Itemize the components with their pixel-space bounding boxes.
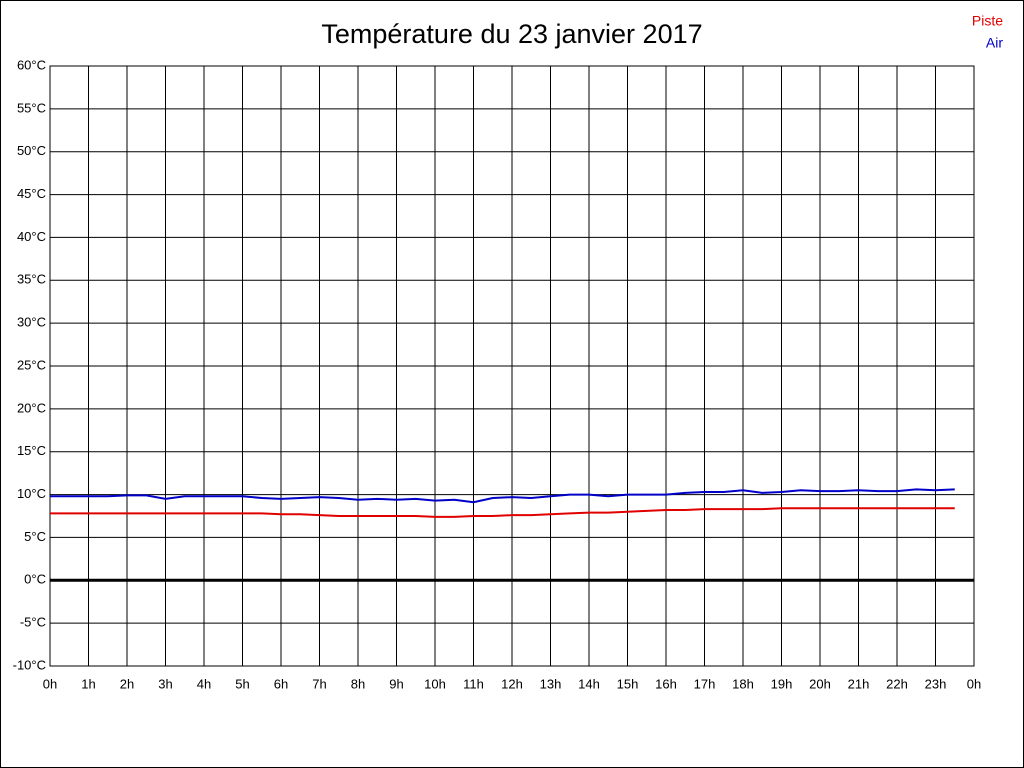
x-tick-label: 5h bbox=[235, 676, 249, 691]
x-tick-label: 11h bbox=[463, 676, 484, 691]
y-tick-label: 55°C bbox=[17, 100, 46, 115]
y-tick-label: -5°C bbox=[20, 615, 46, 630]
y-tick-label: 30°C bbox=[17, 315, 46, 330]
x-tick-label: 9h bbox=[389, 676, 403, 691]
legend-entry: Piste bbox=[972, 13, 1003, 29]
line-series bbox=[50, 507, 955, 518]
x-tick-label: 12h bbox=[501, 676, 523, 691]
x-tick-label: 13h bbox=[540, 676, 562, 691]
x-tick-label: 18h bbox=[732, 676, 754, 691]
x-tick-label: 2h bbox=[120, 676, 134, 691]
chart-title: Température du 23 janvier 2017 bbox=[321, 19, 702, 49]
legend-entry: Air bbox=[986, 35, 1003, 51]
y-tick-label: 20°C bbox=[17, 400, 46, 415]
y-tick-label: 15°C bbox=[17, 443, 46, 458]
y-tick-label: 60°C bbox=[17, 57, 46, 72]
x-tick-label: 21h bbox=[848, 676, 870, 691]
y-tick-label: 45°C bbox=[17, 186, 46, 201]
x-tick-label: 1h bbox=[81, 676, 95, 691]
plot-border bbox=[49, 65, 975, 667]
x-tick-label: 4h bbox=[197, 676, 211, 691]
x-tick-label: 17h bbox=[694, 676, 716, 691]
x-tick-label: 6h bbox=[274, 676, 288, 691]
x-tick-label: 15h bbox=[617, 676, 639, 691]
y-tick-label: 0°C bbox=[24, 572, 46, 587]
x-tick-label: 7h bbox=[312, 676, 326, 691]
x-tick-label: 19h bbox=[771, 676, 793, 691]
line-series bbox=[50, 488, 955, 504]
x-tick-label: 0h bbox=[967, 676, 981, 691]
y-tick-label: 40°C bbox=[17, 229, 46, 244]
x-tick-label: 8h bbox=[351, 676, 365, 691]
x-tick-label: 16h bbox=[655, 676, 677, 691]
x-tick-label: 0h bbox=[43, 676, 57, 691]
y-tick-label: 10°C bbox=[17, 486, 46, 501]
x-tick-label: 10h bbox=[424, 676, 446, 691]
y-tick-label: 50°C bbox=[17, 143, 46, 158]
x-tick-label: 23h bbox=[925, 676, 947, 691]
x-tick-label: 14h bbox=[578, 676, 600, 691]
y-tick-label: 25°C bbox=[17, 357, 46, 372]
y-tick-label: -10°C bbox=[13, 657, 46, 672]
y-tick-label: 5°C bbox=[24, 529, 46, 544]
x-tick-label: 3h bbox=[158, 676, 172, 691]
x-tick-label: 20h bbox=[809, 676, 831, 691]
y-tick-label: 35°C bbox=[17, 272, 46, 287]
x-tick-label: 22h bbox=[886, 676, 908, 691]
